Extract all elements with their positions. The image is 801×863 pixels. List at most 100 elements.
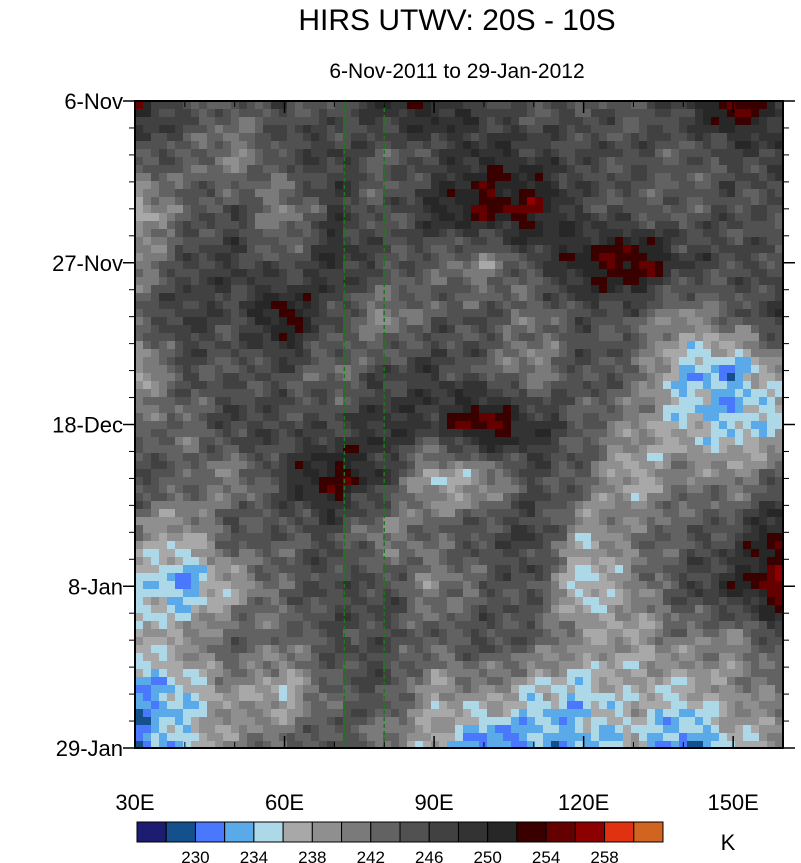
field-cell: [215, 221, 224, 230]
field-cell: [767, 493, 776, 502]
field-cell: [663, 557, 672, 566]
field-cell: [447, 509, 456, 518]
field-cell: [175, 373, 184, 382]
field-cell: [767, 413, 776, 422]
field-cell: [543, 373, 552, 382]
field-cell: [743, 341, 752, 350]
field-cell: [455, 333, 464, 342]
field-cell: [639, 165, 648, 174]
field-cell: [191, 469, 200, 478]
field-cell: [559, 133, 568, 142]
field-cell: [319, 205, 328, 214]
field-cell: [351, 317, 360, 326]
field-cell: [735, 221, 744, 230]
field-cell: [183, 381, 192, 390]
field-cell: [359, 357, 368, 366]
field-cell: [407, 165, 416, 174]
field-cell: [191, 453, 200, 462]
field-cell: [487, 189, 496, 198]
field-cell: [639, 197, 648, 206]
field-cell: [263, 461, 272, 470]
field-cell: [391, 101, 400, 110]
field-cell: [431, 165, 440, 174]
field-cell: [303, 237, 312, 246]
field-cell: [639, 269, 648, 278]
field-cell: [711, 533, 720, 542]
field-cell: [335, 437, 344, 446]
field-cell: [231, 413, 240, 422]
field-cell: [215, 357, 224, 366]
field-cell: [599, 397, 608, 406]
field-cell: [543, 501, 552, 510]
field-cell: [263, 421, 272, 430]
field-cell: [583, 277, 592, 286]
field-cell: [639, 477, 648, 486]
field-cell: [279, 341, 288, 350]
field-cell: [695, 485, 704, 494]
field-cell: [255, 221, 264, 230]
field-cell: [591, 149, 600, 158]
field-cell: [471, 517, 480, 526]
field-cell: [471, 157, 480, 166]
field-cell: [151, 117, 160, 126]
field-cell: [687, 429, 696, 438]
field-cell: [375, 197, 384, 206]
field-cell: [639, 469, 648, 478]
field-cell: [303, 461, 312, 470]
field-cell: [335, 533, 344, 542]
field-cell: [247, 357, 256, 366]
field-cell: [527, 333, 536, 342]
field-cell: [743, 349, 752, 358]
field-cell: [335, 525, 344, 534]
field-cell: [295, 493, 304, 502]
field-cell: [751, 245, 760, 254]
field-cell: [263, 325, 272, 334]
field-cell: [551, 517, 560, 526]
field-cell: [351, 573, 360, 582]
field-cell: [199, 189, 208, 198]
field-cell: [679, 317, 688, 326]
field-cell: [359, 445, 368, 454]
field-cell: [391, 517, 400, 526]
field-cell: [503, 341, 512, 350]
field-cell: [543, 189, 552, 198]
field-cell: [255, 125, 264, 134]
field-cell: [159, 189, 168, 198]
field-cell: [671, 381, 680, 390]
field-cell: [503, 389, 512, 398]
field-cell: [391, 117, 400, 126]
field-cell: [295, 501, 304, 510]
field-cell: [575, 413, 584, 422]
field-cell: [207, 445, 216, 454]
field-cell: [359, 285, 368, 294]
field-cell: [383, 293, 392, 302]
field-cell: [207, 269, 216, 278]
field-cell: [527, 261, 536, 270]
field-cell: [223, 533, 232, 542]
field-cell: [679, 205, 688, 214]
field-cell: [439, 157, 448, 166]
field-cell: [751, 525, 760, 534]
field-cell: [455, 349, 464, 358]
field-cell: [527, 421, 536, 430]
field-cell: [279, 533, 288, 542]
field-cell: [751, 213, 760, 222]
field-cell: [687, 453, 696, 462]
field-cell: [151, 157, 160, 166]
field-cell: [383, 173, 392, 182]
field-cell: [743, 317, 752, 326]
field-cell: [191, 533, 200, 542]
field-cell: [151, 317, 160, 326]
field-cell: [519, 493, 528, 502]
field-cell: [535, 109, 544, 118]
field-cell: [367, 357, 376, 366]
field-cell: [567, 341, 576, 350]
field-cell: [567, 149, 576, 158]
field-cell: [703, 493, 712, 502]
field-cell: [607, 149, 616, 158]
field-cell: [279, 501, 288, 510]
field-cell: [471, 341, 480, 350]
field-cell: [759, 141, 768, 150]
field-cell: [743, 101, 752, 110]
field-cell: [383, 365, 392, 374]
